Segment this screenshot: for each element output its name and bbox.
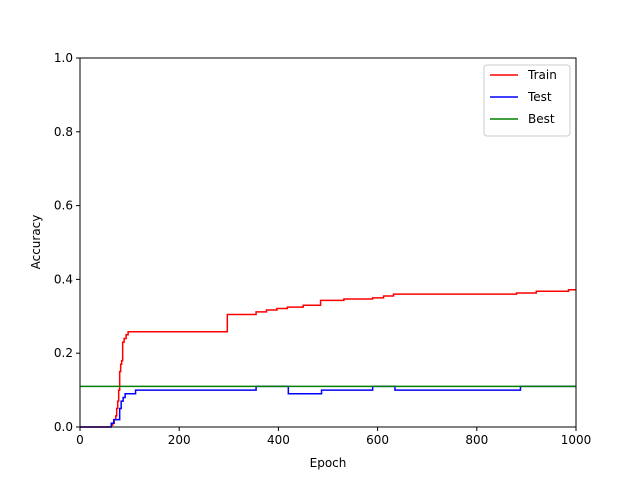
- x-tick-label: 200: [168, 433, 191, 447]
- x-tick-label: 400: [267, 433, 290, 447]
- y-tick-label: 0.0: [54, 420, 73, 434]
- plot-frame: [79, 57, 577, 428]
- x-axis-ticks: 0 200 400 600 800 1000: [76, 427, 591, 447]
- x-tick-label: 800: [465, 433, 488, 447]
- series-layer: [80, 288, 576, 428]
- y-axis-label: Accuracy: [29, 215, 43, 270]
- legend-label-test: Test: [527, 90, 552, 104]
- x-tick-label: 1000: [561, 433, 592, 447]
- legend-label-train: Train: [527, 68, 557, 82]
- x-tick-label: 600: [366, 433, 389, 447]
- y-tick-label: 0.2: [54, 346, 73, 360]
- legend-label-best: Best: [528, 112, 555, 126]
- y-tick-label: 0.8: [54, 125, 73, 139]
- y-axis-ticks: 0.0 0.2 0.4 0.6 0.8 1.0: [54, 51, 80, 434]
- x-axis-label: Epoch: [310, 456, 347, 470]
- legend: Train Test Best: [483, 64, 571, 137]
- y-tick-label: 0.6: [54, 199, 73, 213]
- x-tick-label: 0: [76, 433, 84, 447]
- series-line-train: [80, 288, 576, 428]
- y-tick-label: 0.4: [54, 272, 73, 286]
- y-tick-label: 1.0: [54, 51, 73, 65]
